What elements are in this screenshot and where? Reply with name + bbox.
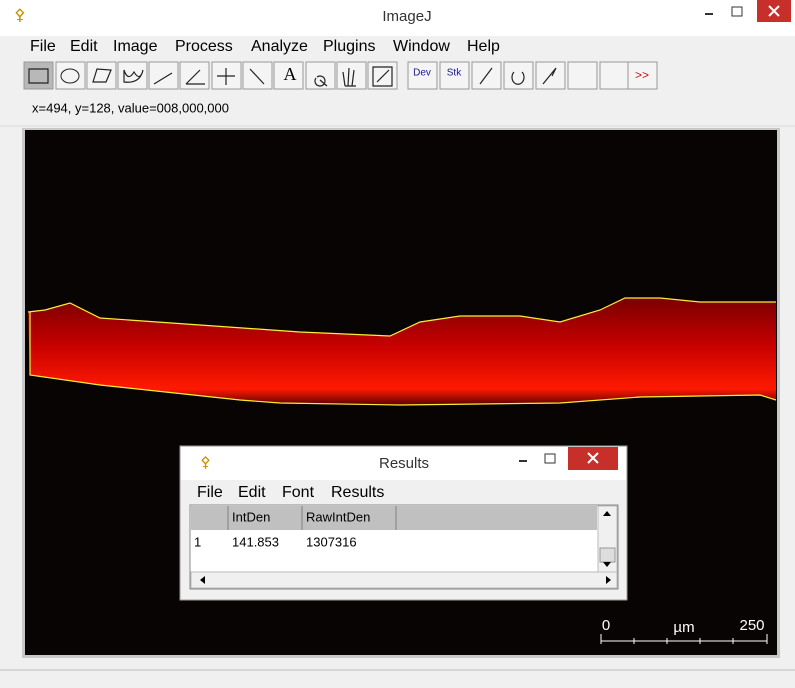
window-title: ImageJ: [382, 8, 431, 25]
tool-button[interactable]: [24, 62, 53, 89]
menu-item[interactable]: File: [30, 38, 56, 55]
screen: ⚴ ImageJ File Edit Image Process Analyze Plug…: [0, 0, 795, 688]
results-window: ⚴ Results File Edit Font Results IntDen RawI…: [180, 446, 627, 600]
menu-item[interactable]: Analyze: [251, 38, 308, 55]
menu-item[interactable]: Window: [393, 38, 450, 55]
toolbar: A Dev Stk >>: [24, 62, 657, 89]
dev-button: Dev: [413, 68, 431, 79]
menu-item[interactable]: Font: [282, 484, 315, 501]
status-text: x=494, y=128, value=008,000,000: [32, 100, 229, 115]
more-tools[interactable]: >>: [635, 68, 649, 82]
tool-button[interactable]: [118, 62, 147, 89]
cell: 1307316: [306, 534, 357, 549]
tool-button[interactable]: [243, 62, 272, 89]
menu-item[interactable]: Plugins: [323, 38, 375, 55]
horizontal-scrollbar[interactable]: [191, 572, 617, 588]
tool-button[interactable]: [337, 62, 366, 89]
menu-item[interactable]: Process: [175, 38, 233, 55]
menu-item[interactable]: Edit: [238, 484, 266, 501]
results-icon: ⚴: [200, 454, 211, 471]
tool-button[interactable]: [504, 62, 533, 89]
tool-button[interactable]: [56, 62, 85, 89]
menu-item[interactable]: File: [197, 484, 223, 501]
tool-button[interactable]: [568, 62, 597, 89]
scroll-thumb[interactable]: [600, 548, 615, 562]
tool-button[interactable]: [600, 62, 629, 89]
tool-button[interactable]: [87, 62, 116, 89]
stk-button: Stk: [447, 68, 462, 79]
scale-unit: µm: [673, 619, 694, 636]
menu-item[interactable]: Edit: [70, 38, 98, 55]
tool-button[interactable]: [149, 62, 178, 89]
column-header: RawIntDen: [306, 509, 370, 524]
menu-item[interactable]: Results: [331, 484, 384, 501]
cell: 141.853: [232, 534, 279, 549]
results-title: Results: [379, 455, 429, 472]
column-header: IntDen: [232, 509, 270, 524]
row-number: 1: [194, 534, 201, 549]
tool-button[interactable]: [368, 62, 397, 89]
text-tool: A: [284, 64, 297, 84]
app-icon: ⚴: [14, 7, 26, 24]
menu-item[interactable]: Help: [467, 38, 500, 55]
scale-end: 250: [739, 617, 764, 634]
scale-start: 0: [602, 617, 610, 634]
menu-item[interactable]: Image: [113, 38, 158, 55]
